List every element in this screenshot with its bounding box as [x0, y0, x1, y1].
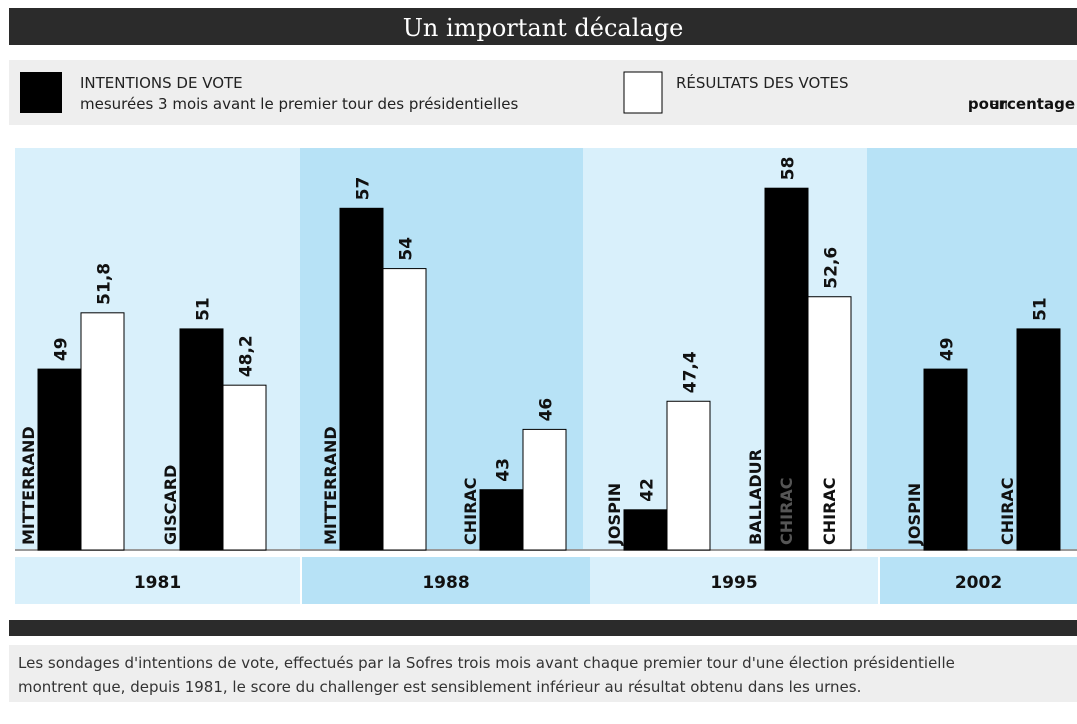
value-label: 51: [1031, 297, 1051, 321]
year-label: 1981: [134, 573, 181, 593]
value-label: 46: [537, 398, 557, 422]
category-label: MITTERRAND: [19, 426, 38, 545]
value-label: 52,6: [822, 247, 842, 289]
value-label: 57: [354, 177, 374, 201]
value-label: 51,8: [95, 263, 115, 305]
value-label: 49: [938, 337, 958, 361]
bar: [80, 312, 125, 551]
bar: [623, 509, 668, 551]
caption-line: montrent que, depuis 1981, le score du c…: [18, 678, 861, 696]
value-label: 51: [194, 297, 214, 321]
category-label: CHIRAC: [461, 477, 480, 545]
year-band: [590, 557, 878, 604]
bar: [382, 268, 427, 551]
year-band: [302, 557, 590, 604]
value-label: 43: [494, 458, 514, 482]
plot: 1981 1988 1995 2002 MITTERRAND 49 51,8 GISCARD 5…: [15, 148, 1077, 604]
value-label: 48,2: [237, 335, 257, 377]
bar: [666, 400, 711, 551]
legend-swatch: [20, 72, 62, 113]
value-label: 47,4: [681, 351, 701, 393]
year-label: 1988: [422, 573, 469, 593]
bar: [807, 296, 852, 551]
divider: [9, 620, 1077, 636]
value-label: 49: [52, 337, 72, 361]
bar: [37, 368, 82, 551]
bar: [923, 368, 968, 551]
bar: [522, 428, 567, 551]
bar: [479, 489, 524, 551]
unit-label: pourcentage: [968, 95, 1075, 113]
legend-area: [9, 60, 1077, 125]
category-label: GISCARD: [161, 465, 180, 545]
year-label: 1995: [710, 573, 757, 593]
unit-prefix: en: [989, 95, 1008, 113]
bar-label: CHIRAC: [777, 477, 796, 545]
bar: [339, 207, 384, 551]
bar: [179, 328, 224, 551]
legend-sublabel: mesurées 3 mois avant le premier tour de…: [80, 95, 519, 113]
category-label: JOSPIN: [905, 483, 924, 546]
year-band: [15, 557, 300, 604]
year-band: [880, 557, 1077, 604]
chart-title: Un important décalage: [403, 14, 684, 42]
value-label: 54: [397, 237, 417, 261]
caption-line: Les sondages d'intentions de vote, effec…: [18, 654, 955, 672]
bar: [764, 187, 809, 551]
year-label: 2002: [955, 573, 1002, 593]
value-label: 42: [638, 478, 658, 502]
legend-label: RÉSULTATS DES VOTES: [676, 73, 849, 92]
title-bar: [9, 8, 1077, 45]
legend-swatch: [623, 71, 663, 114]
category-label: JOSPIN: [605, 483, 624, 546]
caption-box: [9, 645, 1077, 702]
bar: [1016, 328, 1061, 551]
bar-label: CHIRAC: [820, 477, 839, 545]
value-label: 58: [779, 157, 799, 181]
category-label: MITTERRAND: [321, 426, 340, 545]
category-label: CHIRAC: [998, 477, 1017, 545]
bar: [222, 384, 267, 551]
legend-label: INTENTIONS DE VOTE: [80, 74, 243, 92]
category-label: BALLADUR: [746, 449, 765, 545]
